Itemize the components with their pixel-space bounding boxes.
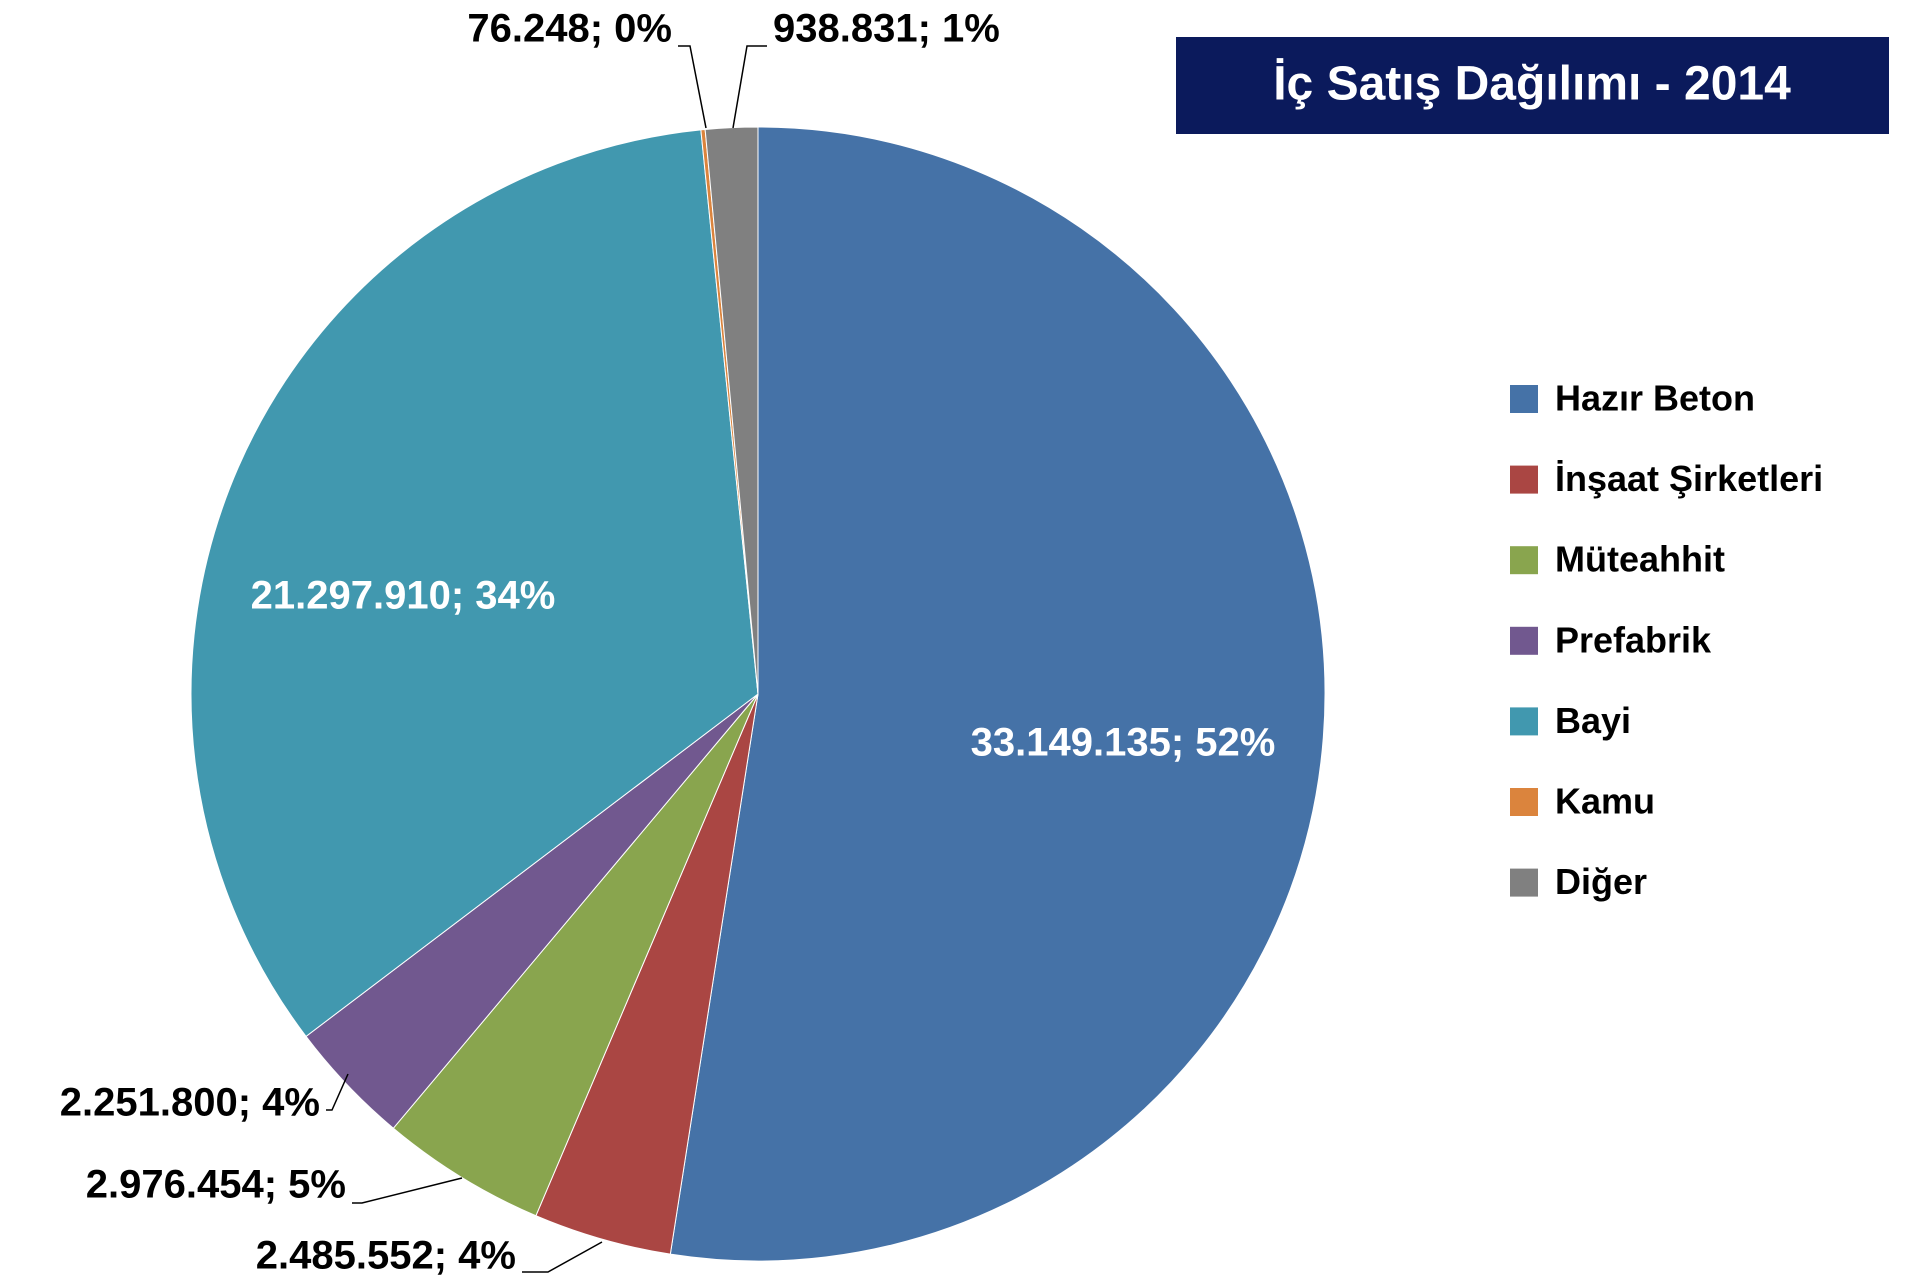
pie-slice — [190, 129, 759, 1038]
data-label: 938.831; 1% — [773, 7, 1000, 51]
leader-line — [522, 1241, 603, 1273]
data-label: 2.251.800; 4% — [60, 1081, 320, 1125]
legend-label: Prefabrik — [1555, 619, 1712, 660]
legend-swatch — [1510, 626, 1538, 655]
pie-slice — [704, 126, 759, 695]
pie-slice — [669, 126, 1326, 1262]
legend-label: Kamu — [1555, 781, 1655, 822]
legend-label: Hazır Beton — [1555, 378, 1755, 419]
legend-swatch — [1510, 868, 1538, 897]
leader-line — [678, 45, 707, 129]
legend-swatch — [1510, 546, 1538, 575]
legend-swatch — [1510, 788, 1538, 816]
chart-title: İç Satış Dağılımı - 2014 — [1273, 58, 1791, 111]
data-label: 33.149.135; 52% — [971, 721, 1276, 765]
data-label: 2.485.552; 4% — [256, 1234, 516, 1278]
legend-label: Diğer — [1555, 861, 1647, 902]
legend-label: Müteahhit — [1555, 539, 1725, 580]
data-label: 21.297.910; 34% — [251, 574, 556, 618]
legend-label: Bayi — [1555, 700, 1631, 741]
leader-line — [732, 45, 767, 129]
legend-label: İnşaat Şirketleri — [1555, 458, 1823, 499]
legend-swatch — [1510, 707, 1538, 736]
leader-line — [352, 1177, 463, 1204]
legend-swatch — [1510, 385, 1538, 413]
data-label: 76.248; 0% — [467, 7, 672, 51]
title-box — [1176, 37, 1889, 134]
leader-line — [326, 1073, 349, 1111]
legend-swatch — [1510, 465, 1538, 494]
pie-slice — [392, 693, 759, 1217]
data-label: 2.976.454; 5% — [86, 1163, 346, 1207]
